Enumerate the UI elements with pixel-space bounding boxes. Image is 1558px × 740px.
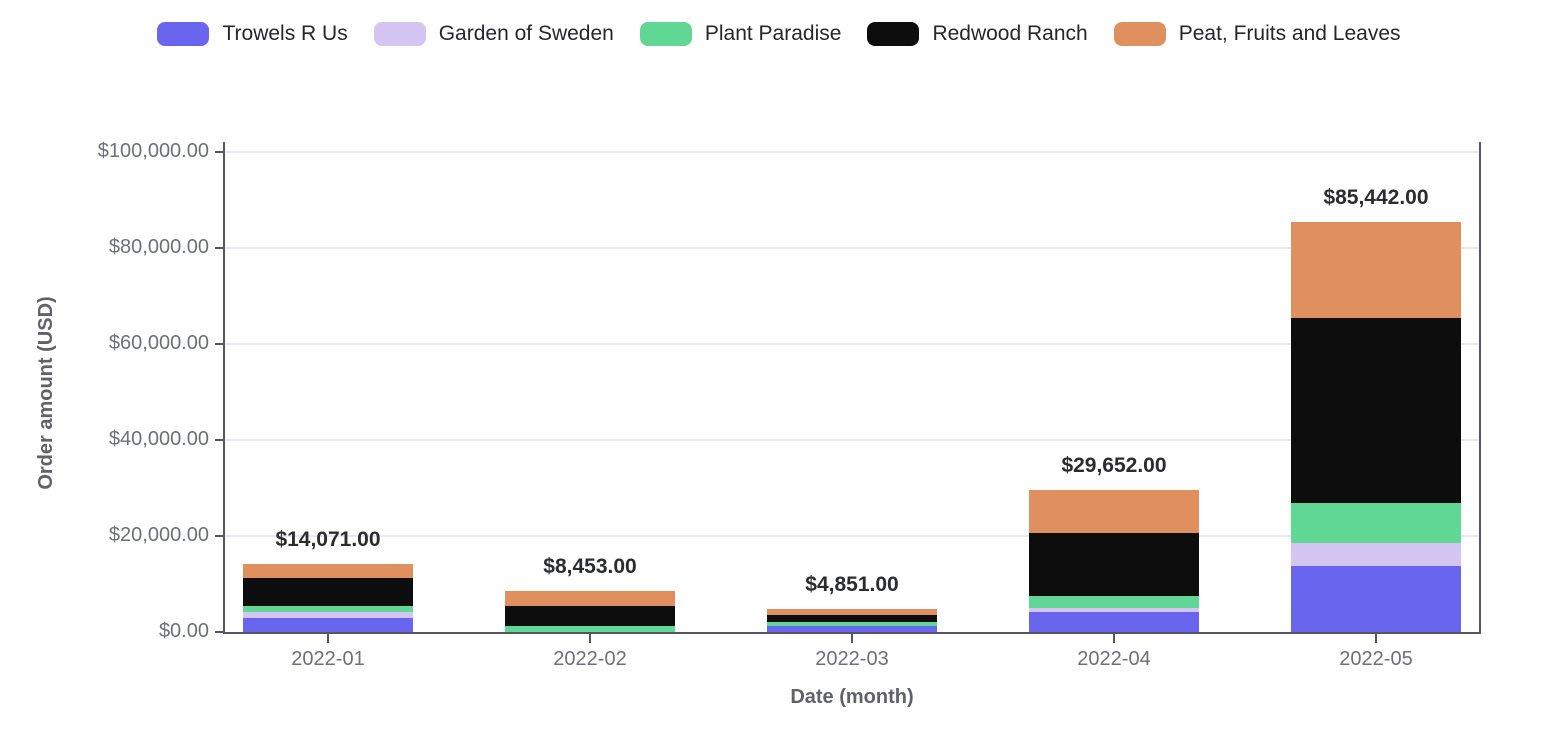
- bar-segment[interactable]: [243, 612, 413, 619]
- x-tick-mark: [1375, 634, 1377, 643]
- bar-segment[interactable]: [767, 614, 937, 622]
- y-tick-mark: [215, 631, 225, 633]
- bar-segment[interactable]: [1291, 542, 1461, 566]
- bar-total-label: $14,071.00: [275, 528, 381, 552]
- y-axis-line: [223, 142, 225, 634]
- legend-label: Peat, Fruits and Leaves: [1178, 22, 1401, 45]
- x-tick-mark: [851, 634, 853, 643]
- legend-label: Plant Paradise: [704, 22, 842, 45]
- y-tick-mark: [215, 247, 225, 249]
- gridline: [225, 439, 1479, 441]
- y-tick-label: $0.00: [158, 620, 209, 642]
- y-tick-mark: [215, 343, 225, 345]
- bar-total-label: $85,442.00: [1323, 185, 1429, 209]
- y-tick-mark: [215, 151, 225, 153]
- bar-segment[interactable]: [243, 578, 413, 607]
- bar-segment[interactable]: [767, 626, 937, 632]
- legend-swatch: [867, 22, 920, 46]
- x-tick-label: 2022-01: [291, 648, 365, 670]
- legend-swatch: [639, 22, 692, 46]
- bar-segment[interactable]: [1029, 611, 1199, 632]
- y-tick-mark: [215, 535, 225, 537]
- legend-item-trowels-r-us[interactable]: Trowels R Us: [157, 22, 348, 46]
- legend-item-plant-paradise[interactable]: Plant Paradise: [639, 22, 842, 46]
- x-tick-label: 2022-02: [553, 648, 627, 670]
- bar-total-label: $4,851.00: [805, 572, 899, 596]
- legend-swatch: [1113, 22, 1166, 46]
- bar-segment[interactable]: [243, 606, 413, 613]
- bar-segment[interactable]: [1291, 221, 1461, 319]
- bar-segment[interactable]: [505, 606, 675, 626]
- bar-segment[interactable]: [1291, 318, 1461, 503]
- bar-segment[interactable]: [1029, 532, 1199, 596]
- y-tick-label: $40,000.00: [108, 428, 209, 450]
- chart-legend: Trowels R Us Garden of Sweden Plant Paradi…: [0, 22, 1558, 46]
- x-tick-label: 2022-03: [815, 648, 889, 670]
- y-tick-label: $20,000.00: [108, 524, 209, 546]
- gridline: [225, 343, 1479, 345]
- plot-right-border: [1479, 142, 1481, 634]
- legend-swatch: [157, 22, 210, 46]
- bar-total-label: $29,652.00: [1061, 453, 1167, 477]
- x-axis-line: [223, 632, 1481, 634]
- x-tick-label: 2022-04: [1077, 648, 1151, 670]
- x-tick-mark: [1113, 634, 1115, 643]
- bar-segment[interactable]: [243, 618, 413, 632]
- bar-segment[interactable]: [1029, 595, 1199, 609]
- y-tick-label: $100,000.00: [97, 140, 209, 162]
- y-tick-label: $60,000.00: [108, 332, 209, 354]
- bar-segment[interactable]: [1291, 565, 1461, 632]
- gridline: [225, 151, 1479, 153]
- bar-segment[interactable]: [1029, 489, 1199, 533]
- legend-item-redwood-ranch[interactable]: Redwood Ranch: [867, 22, 1088, 46]
- legend-item-garden-of-sweden[interactable]: Garden of Sweden: [373, 22, 614, 46]
- y-tick-label: $80,000.00: [108, 236, 209, 258]
- bar-segment[interactable]: [505, 591, 675, 607]
- gridline: [225, 535, 1479, 537]
- bar-segment[interactable]: [1029, 608, 1199, 612]
- bar-segment[interactable]: [243, 564, 413, 579]
- bar-segment[interactable]: [767, 621, 937, 626]
- bar-segment[interactable]: [767, 608, 937, 615]
- legend-label: Trowels R Us: [222, 22, 348, 45]
- x-axis-title: Date (month): [790, 686, 914, 708]
- y-tick-mark: [215, 439, 225, 441]
- bar-total-label: $8,453.00: [543, 555, 637, 579]
- legend-swatch: [373, 22, 426, 46]
- gridline: [225, 247, 1479, 249]
- x-tick-mark: [589, 634, 591, 643]
- y-axis-title: Order amount (USD): [35, 296, 57, 490]
- x-tick-label: 2022-05: [1339, 648, 1413, 670]
- bar-segment[interactable]: [505, 625, 675, 632]
- bar-segment[interactable]: [1291, 502, 1461, 543]
- x-tick-mark: [327, 634, 329, 643]
- legend-label: Redwood Ranch: [932, 22, 1088, 45]
- legend-item-peat-fruits-and-leaves[interactable]: Peat, Fruits and Leaves: [1113, 22, 1401, 46]
- legend-label: Garden of Sweden: [438, 22, 614, 45]
